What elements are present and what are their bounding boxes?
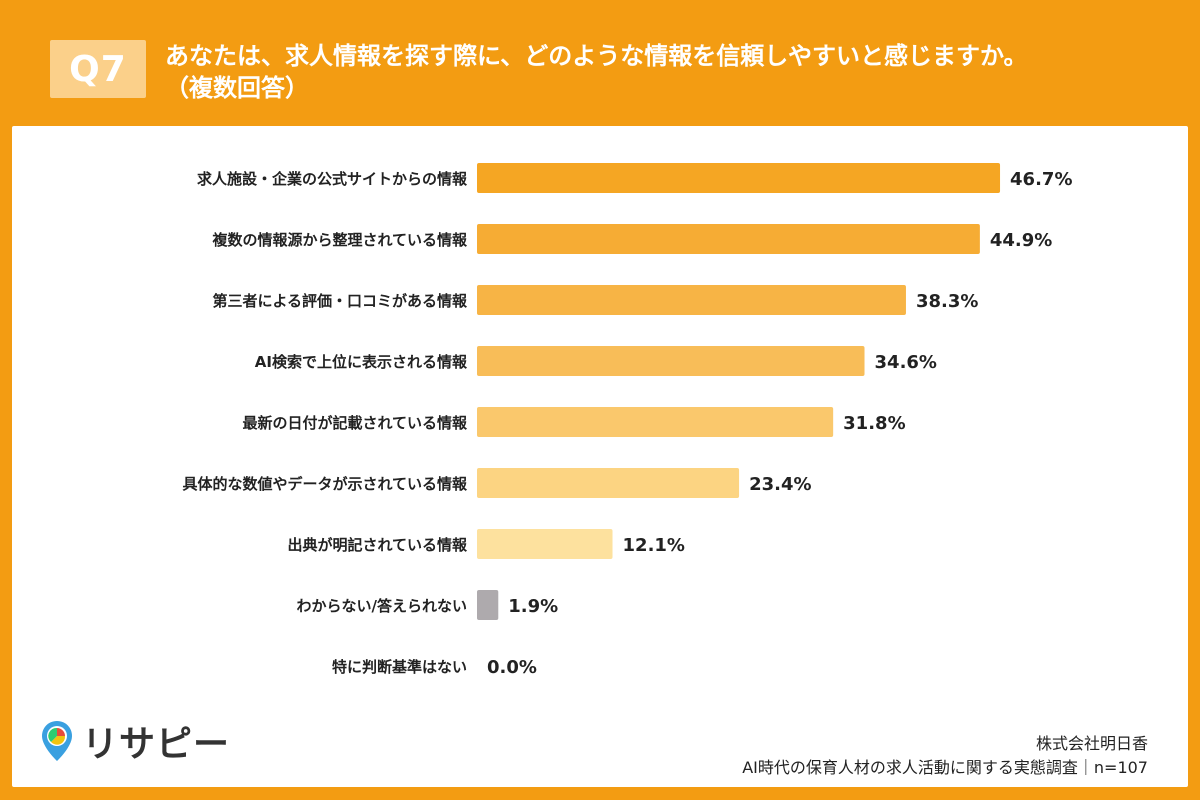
bar [477,407,834,437]
bar [477,468,740,498]
bar-chart: 求人施設・企業の公式サイトからの情報 46.7% 複数の情報源から整理されている情報… [12,126,1188,706]
question-title: あなたは、求人情報を探す際に、どのような情報を信頼しやすいと感じますか。 （複数… [165,40,1155,104]
value-label: 46.7% [1010,169,1072,190]
category-label: 特に判断基準はない [332,658,467,676]
category-label: 第三者による評価・口コミがある情報 [212,292,468,310]
category-label: 最新の日付が記載されている情報 [242,414,468,432]
source-credit: 株式会社明日香 AI時代の保育人材の求人活動に関する実態調査｜n=107 [742,732,1148,780]
bar [477,346,865,376]
category-label: わからない/答えられない [297,597,467,615]
risapy-logo: リサピー [40,716,230,766]
value-label: 34.6% [875,352,937,373]
value-label: 23.4% [749,474,811,495]
survey-info: AI時代の保育人材の求人活動に関する実態調査｜n=107 [742,758,1148,777]
header: Q7 あなたは、求人情報を探す際に、どのような情報を信頼しやすいと感じますか。 … [0,0,1200,125]
logo-text: リサピー [82,724,231,765]
bar [477,163,1001,193]
bar [477,224,980,254]
company-name: 株式会社明日香 [1035,734,1148,753]
category-label: 求人施設・企業の公式サイトからの情報 [197,170,468,188]
bar [477,590,499,620]
value-label: 31.8% [843,413,905,434]
question-text: あなたは、求人情報を探す際に、どのような情報を信頼しやすいと感じますか。 [165,42,1028,70]
location-pin-icon [42,721,72,761]
bar [477,285,906,315]
category-label: 出典が明記されている情報 [287,536,468,554]
category-label: 複数の情報源から整理されている情報 [211,231,468,249]
value-label: 44.9% [990,230,1052,251]
chart-card: 求人施設・企業の公式サイトからの情報 46.7% 複数の情報源から整理されている情報… [12,126,1188,787]
category-label: AI検索で上位に表示される情報 [255,353,468,371]
value-label: 0.0% [487,657,537,678]
question-number-badge: Q7 [50,40,146,98]
category-label: 具体的な数値やデータが示されている情報 [182,475,468,493]
value-label: 12.1% [623,535,685,556]
value-label: 38.3% [916,291,978,312]
question-subtitle: （複数回答） [165,74,309,102]
value-label: 1.9% [508,596,558,617]
bar [477,529,613,559]
bar-chart-svg: 求人施設・企業の公式サイトからの情報 46.7% 複数の情報源から整理されている情報… [182,163,1072,678]
